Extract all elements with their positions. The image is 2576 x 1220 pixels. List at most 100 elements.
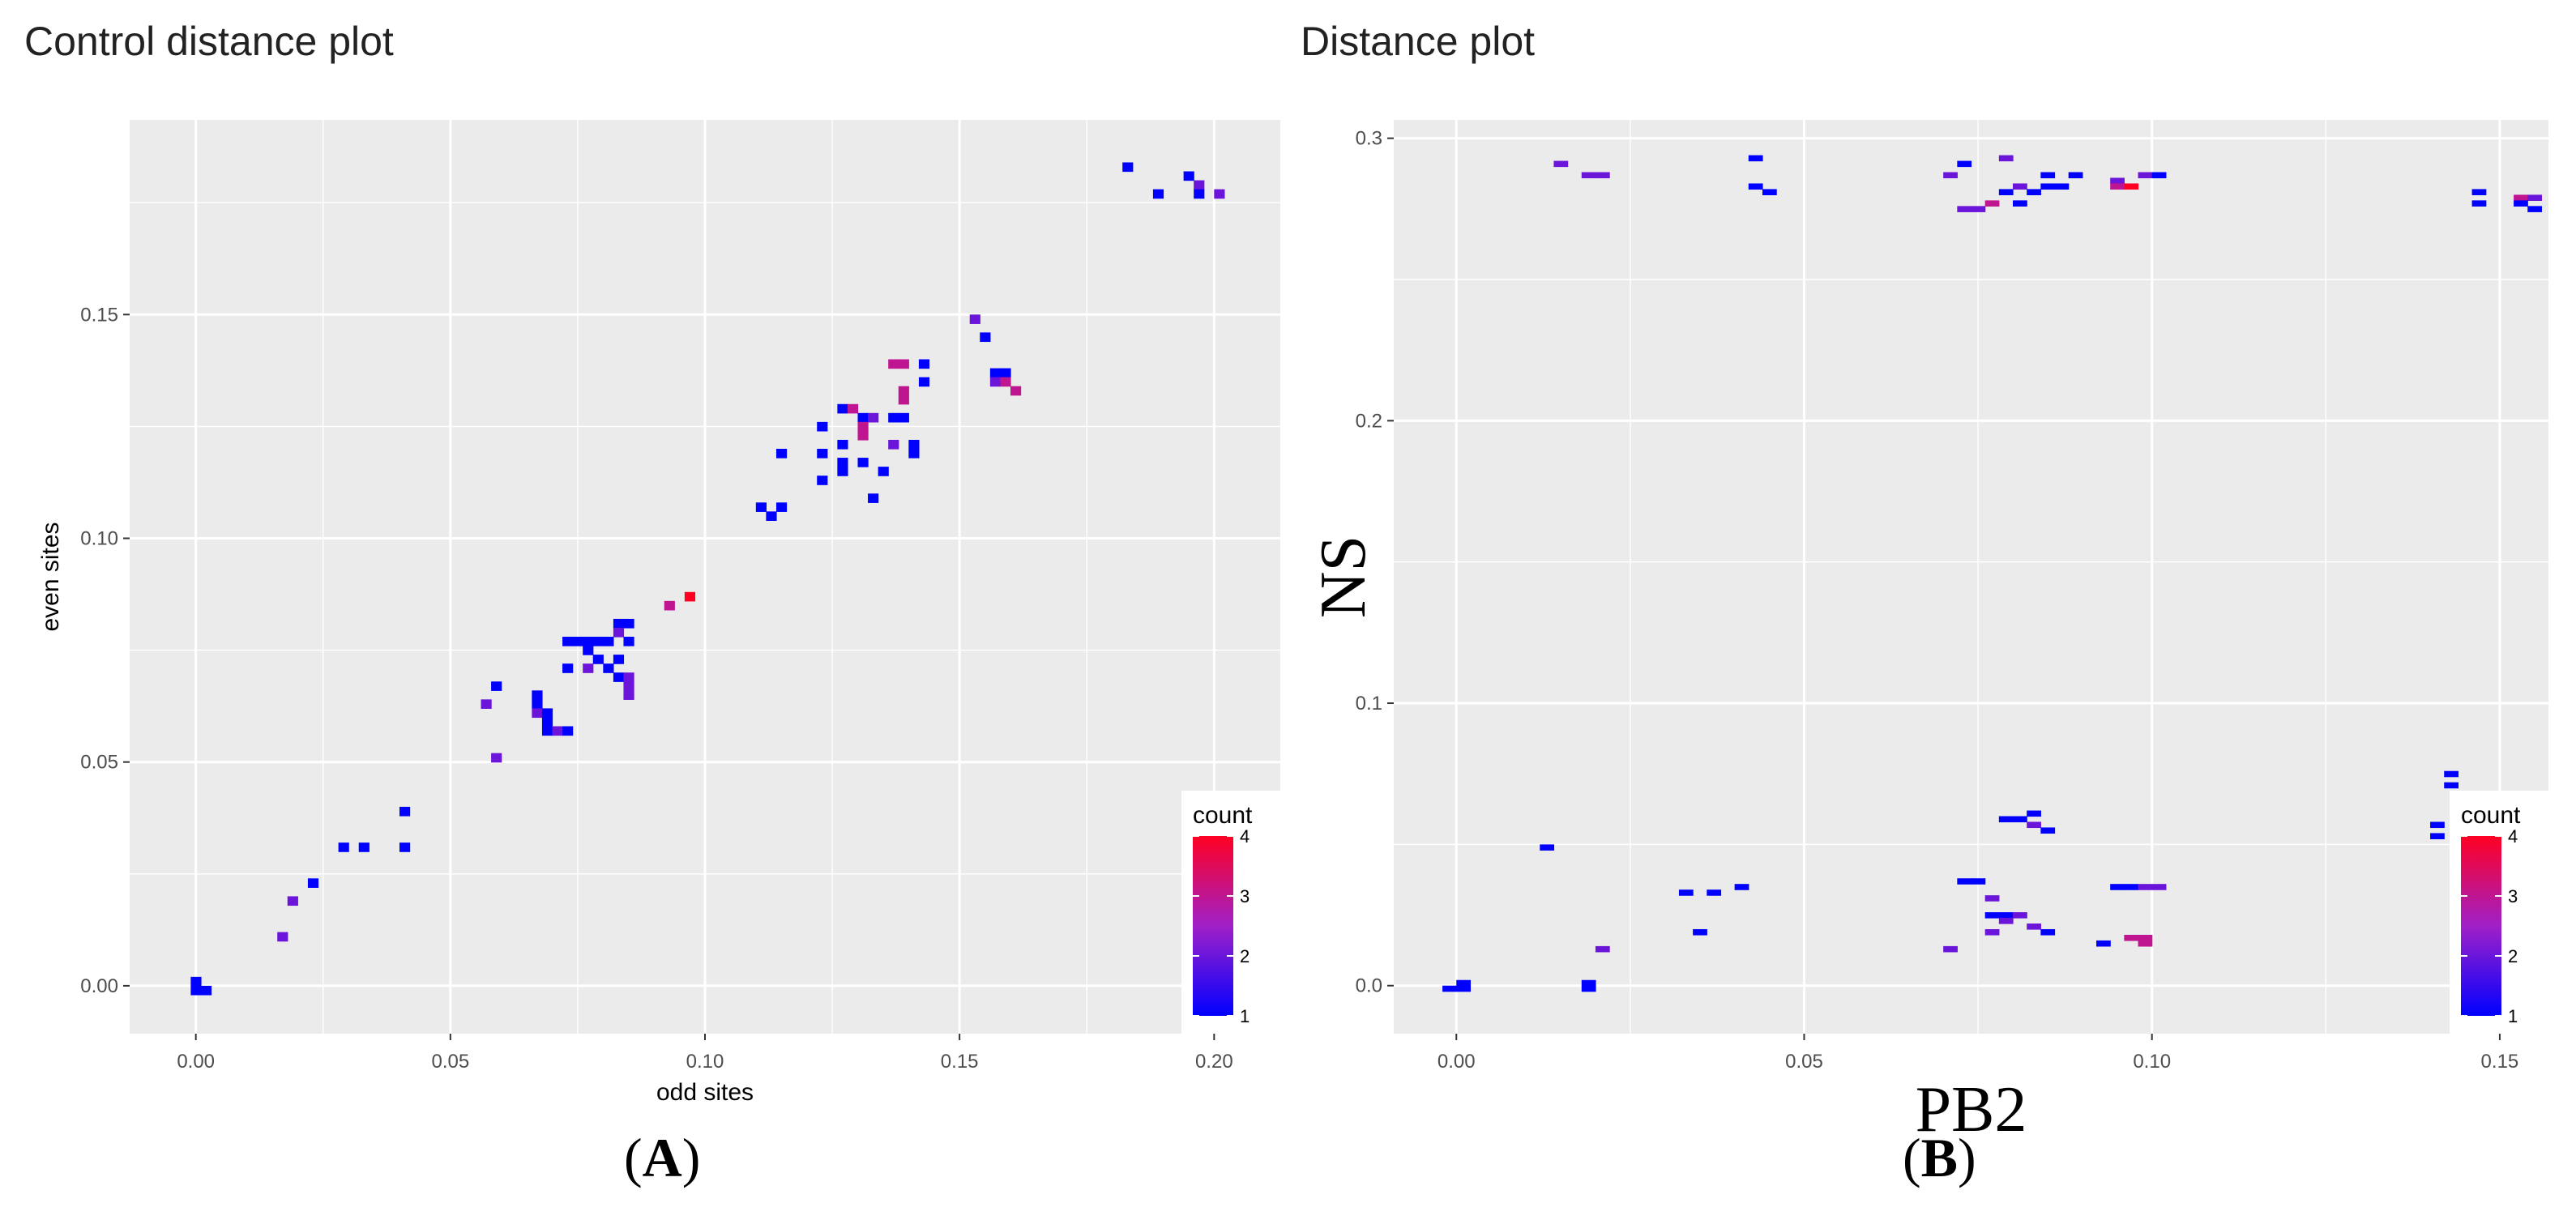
heatmap-cell: [837, 458, 848, 467]
color-legend: count 1 2 3 4: [2450, 791, 2548, 1034]
heatmap-cell: [1943, 945, 1958, 953]
heatmap-cell: [2471, 200, 2487, 207]
heatmap-cell: [664, 600, 675, 611]
heatmap-cell: [1693, 928, 1707, 936]
heatmap-cell: [857, 430, 869, 441]
heatmap-cell: [2138, 940, 2153, 947]
heatmap-cell: [817, 449, 828, 459]
heatmap-cell: [541, 717, 553, 727]
heatmap-cell: [766, 511, 777, 521]
heatmap-cell: [1957, 160, 1972, 168]
heatmap-cell: [969, 314, 980, 324]
heatmap-cell: [1194, 180, 1205, 190]
heatmap-cell: [2027, 810, 2041, 817]
heatmap-cell: [2124, 884, 2139, 890]
heatmap-cell: [613, 618, 625, 629]
heatmap-cell: [1456, 979, 1472, 987]
heatmap-cell: [2040, 928, 2056, 936]
heatmap-cell: [399, 842, 411, 852]
y-axis-label: NS: [1308, 535, 1379, 618]
heatmap-cell: [868, 412, 879, 423]
heatmap-cell: [2027, 924, 2041, 930]
y-tick-label: 0.10: [80, 527, 118, 549]
heatmap-cell: [2027, 821, 2041, 829]
heatmap-cell: [623, 681, 634, 691]
heatmap-cell: [898, 412, 909, 423]
legend-title: count: [2461, 802, 2521, 829]
x-tick-label: 0.20: [1195, 1051, 1233, 1073]
heatmap-cell: [2138, 172, 2153, 179]
heatmap-cell: [2013, 816, 2027, 823]
heatmap-cell: [1984, 200, 2000, 207]
heatmap-cell: [775, 449, 788, 459]
heatmap-cell: [1194, 189, 1205, 199]
heatmap-cell: [1000, 377, 1011, 387]
heatmap-cell: [2514, 194, 2528, 201]
y-axis-label: even sites: [37, 522, 64, 631]
heatmap-cell: [868, 493, 879, 503]
heatmap-cell: [857, 458, 869, 467]
heatmap-cell: [613, 672, 625, 682]
chart-b: 0.00 0.05 0.10 0.15 0.0 0.1 0.2 0.3 PB2 NS count 1 2…: [1308, 120, 2548, 1145]
heatmap-cell: [1971, 878, 1986, 885]
chart-a: 0.00 0.05 0.10 0.15 0.20 0.00 0.05 0.10 0.15 odd …: [37, 120, 1280, 1106]
legend-tick-label: 1: [1240, 1006, 1250, 1026]
heatmap-cell: [1000, 368, 1011, 378]
heatmap-cell: [898, 395, 909, 405]
heatmap-cell: [888, 412, 899, 423]
heatmap-cell: [1984, 912, 2000, 919]
heatmap-cell: [888, 439, 899, 450]
heatmap-cell: [2040, 183, 2056, 190]
heatmap-cell: [1183, 171, 1194, 181]
heatmap-cell: [603, 663, 614, 673]
y-tick-label: 0.3: [1356, 128, 1382, 150]
heatmap-cell: [898, 386, 909, 396]
heatmap-cell: [338, 842, 349, 852]
heatmap-cell: [847, 403, 859, 414]
legend-colorbar: [2461, 836, 2501, 1016]
heatmap-cell: [1748, 155, 1763, 162]
y-tick-label: 0.00: [80, 975, 118, 997]
heatmap-cell: [989, 377, 1002, 387]
y-tick-label: 0.2: [1356, 410, 1382, 432]
heatmap-cell: [1998, 155, 2014, 162]
heatmap-cell: [1456, 985, 1472, 992]
heatmap-cell: [908, 449, 920, 459]
legend-tick-label: 4: [1240, 826, 1250, 847]
heatmap-cell: [307, 878, 319, 888]
heatmap-cell: [1748, 183, 1763, 190]
heatmap-cell: [2151, 884, 2167, 890]
heatmap-cell: [2124, 183, 2139, 190]
heatmap-cell: [837, 403, 848, 414]
heatmap-cell: [1581, 979, 1596, 987]
panel-b-label: (B): [1903, 1127, 1976, 1188]
heatmap-cell: [918, 377, 930, 387]
heatmap-cell: [562, 663, 574, 673]
heatmap-cell: [2124, 934, 2139, 941]
heatmap-cell: [583, 646, 594, 655]
color-legend: count 1 2 3 4: [1181, 791, 1280, 1034]
heatmap-cell: [1984, 895, 2000, 902]
heatmap-cell: [1010, 386, 1022, 396]
x-tick-label: 0.00: [1438, 1051, 1476, 1073]
legend-tick-label: 3: [2508, 886, 2518, 906]
x-tick-label: 0.10: [686, 1051, 724, 1073]
heatmap-cell: [1943, 172, 1958, 179]
heatmap-cell: [1707, 889, 1722, 896]
heatmap-cell: [1152, 189, 1164, 199]
heatmap-cell: [888, 359, 899, 369]
heatmap-cell: [2013, 200, 2027, 207]
panel-a-title: Control distance plot: [24, 19, 394, 64]
heatmap-cell: [2514, 200, 2528, 207]
y-tick-label: 0.1: [1356, 693, 1382, 715]
heatmap-cell: [2054, 183, 2070, 190]
heatmap-cell: [1595, 945, 1610, 953]
legend-tick-label: 2: [1240, 946, 1250, 966]
heatmap-cell: [491, 753, 502, 763]
heatmap-cell: [481, 699, 492, 710]
heatmap-cell: [2027, 189, 2041, 196]
heatmap-cell: [623, 672, 634, 682]
x-axis-label: odd sites: [656, 1079, 754, 1106]
heatmap-cell: [1984, 928, 2000, 936]
